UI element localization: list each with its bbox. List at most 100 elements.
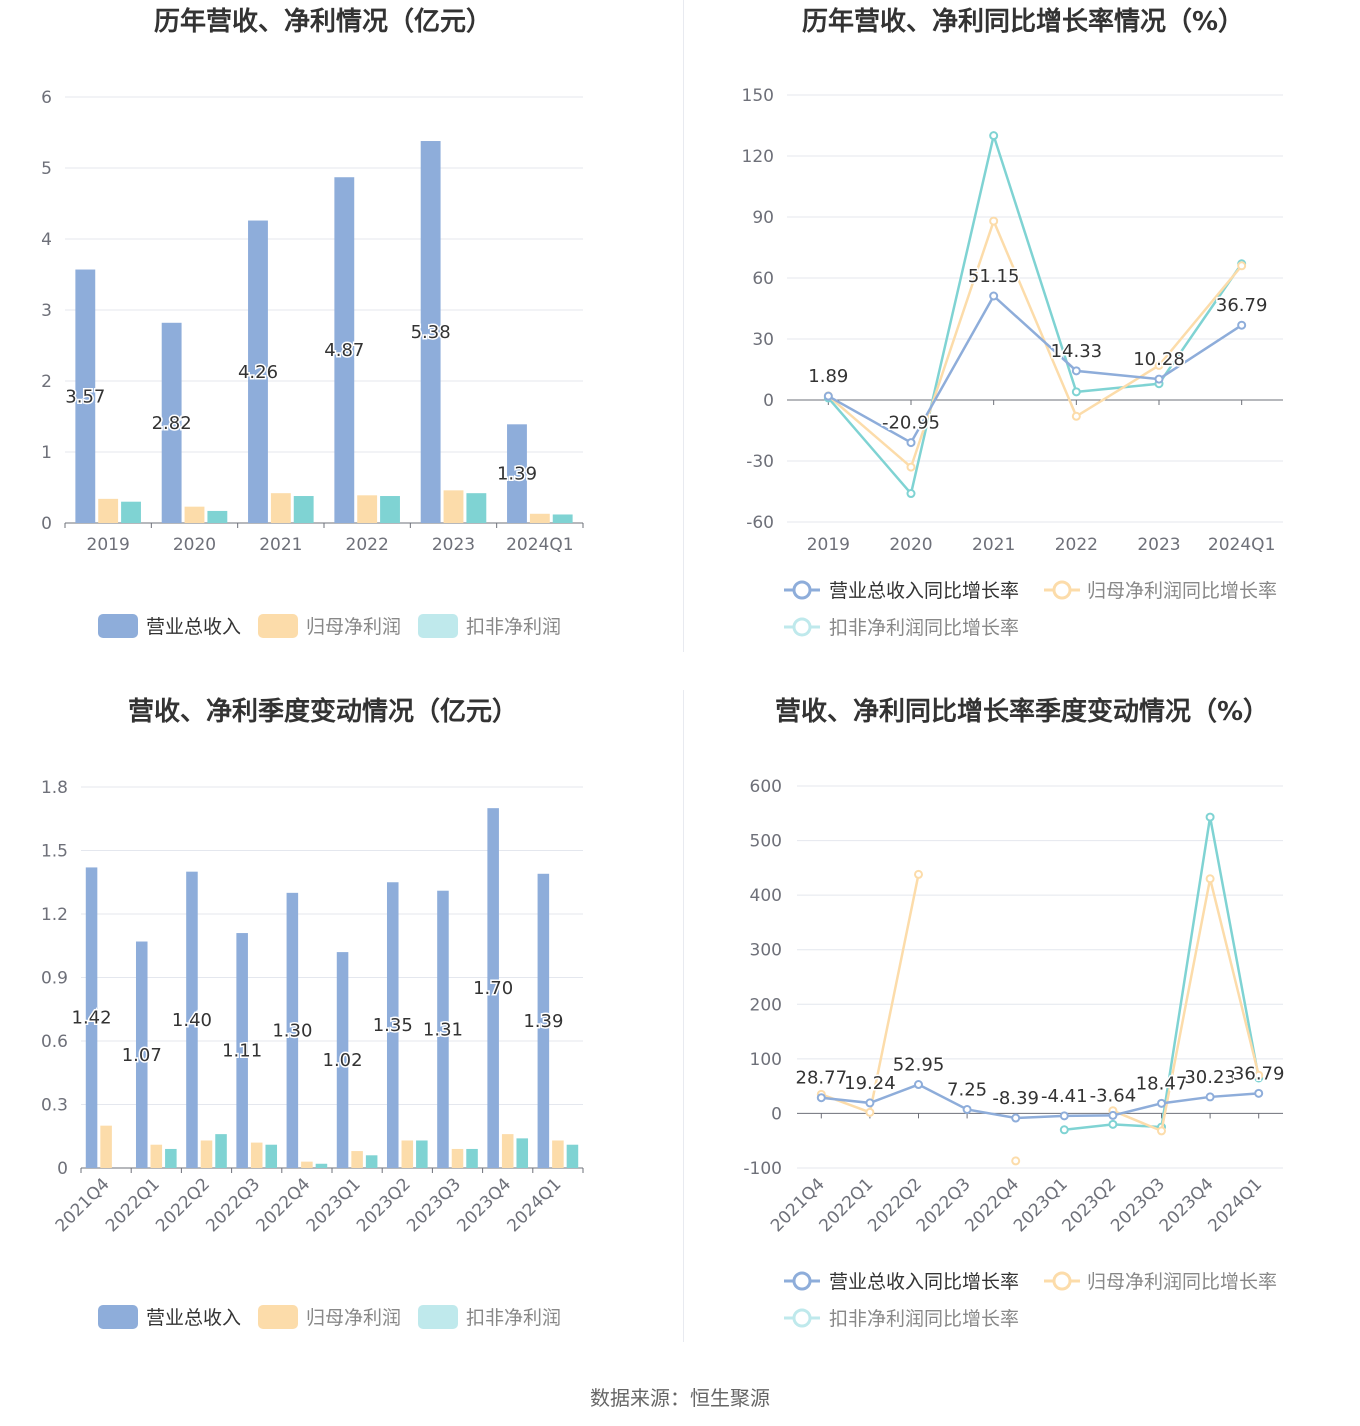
legend-label: 扣非净利润同比增长率 (829, 1308, 1019, 1330)
point-营业总收入同比增长率 (962, 1104, 972, 1114)
quarterly-growth-chart: 营收、净利同比增长率季度变动情况（%） -100 0 100 200 300 400 500 6… (743, 696, 1286, 1330)
point-营业总收入同比增长率 (823, 391, 833, 401)
bar-营业总收入 (420, 141, 441, 523)
point-营业总收入同比增长率 (1059, 1111, 1069, 1121)
point-营业总收入同比增长率 (989, 291, 999, 301)
point-value-label: 7.25 (947, 1079, 987, 1100)
y-tick-label: 1.5 (41, 842, 68, 862)
y-tick-label: 300 (750, 941, 782, 961)
y-tick-label: 5 (41, 159, 52, 179)
quarterly-amount-panel: 营收、净利季度变动情况（亿元） 0 0.3 0.6 0.9 1.2 1.5 1.8 2021Q4… (0, 690, 683, 1350)
bar-扣非净利润 (380, 496, 400, 523)
bar-扣非净利润 (566, 1144, 579, 1168)
point-value-label: 18.47 (1136, 1073, 1188, 1094)
bar-归母净利润 (351, 1151, 363, 1168)
point-value-label: 51.15 (968, 266, 1020, 287)
bar-扣非净利润 (207, 510, 228, 523)
y-tick-label: 0.6 (41, 1032, 68, 1052)
x-tick-label: 2021 (972, 535, 1015, 555)
x-tick-label: 2023Q2 (353, 1174, 415, 1236)
bar-扣非净利润 (265, 1144, 278, 1168)
legend-swatch (98, 1305, 138, 1329)
bar-value-label: 1.02 (323, 1050, 363, 1071)
point-value-label: -4.41 (1041, 1086, 1088, 1107)
bar-营业总收入 (386, 882, 399, 1168)
chart-title: 营收、净利季度变动情况（亿元） (128, 696, 518, 727)
line-营业总收入同比增长率 (827, 294, 1243, 445)
y-tick-label: 1 (41, 443, 52, 463)
y-tick-label: 0.9 (41, 969, 68, 989)
legend-swatch (258, 1305, 298, 1329)
y-tick-label: 1.8 (41, 778, 68, 798)
point-扣非净利润同比增长率 (1071, 387, 1081, 397)
bar-归母净利润 (98, 498, 119, 523)
y-tick-label: -30 (746, 452, 774, 472)
bar-营业总收入 (487, 808, 499, 1168)
point-营业总收入同比增长率 (1237, 320, 1247, 330)
y-tick-label: 400 (750, 886, 782, 906)
y-tick-label: 6 (41, 88, 52, 108)
y-tick-label: 60 (752, 269, 774, 289)
y-tick-label: 150 (742, 86, 774, 106)
bar-value-label: 1.30 (272, 1020, 312, 1041)
bar-扣非净利润 (121, 501, 141, 523)
bar-value-label: 5.38 (411, 322, 451, 343)
bar-扣非净利润 (552, 514, 573, 523)
point-value-label: -20.95 (882, 413, 940, 434)
bar-value-label: 1.31 (423, 1019, 463, 1040)
chart-title: 历年营收、净利同比增长率情况（%） (802, 6, 1244, 37)
bar-扣非净利润 (215, 1134, 227, 1168)
annual-amount-panel: 历年营收、净利情况（亿元） 0 1 2 3 4 5 6 2019 2020 2021 2022 2023… (0, 0, 683, 660)
legend-label: 营业总收入 (146, 1307, 241, 1329)
bar-营业总收入 (75, 269, 96, 523)
point-营业总收入同比增长率 (1011, 1113, 1021, 1123)
y-tick-label: 0 (763, 391, 774, 411)
x-tick-label: 2021 (259, 535, 302, 555)
point-营业总收入同比增长率 (906, 438, 916, 448)
vertical-divider-bottom (683, 690, 684, 1342)
bar-value-label: 4.26 (238, 362, 278, 383)
point-扣非净利润同比增长率 (1205, 812, 1215, 822)
point-营业总收入同比增长率 (1254, 1088, 1264, 1098)
legend-label: 扣非净利润 (466, 1307, 561, 1329)
bar-营业总收入 (161, 322, 182, 523)
bar-扣非净利润 (293, 496, 314, 523)
legend-swatch (418, 614, 458, 638)
legend-marker (792, 1308, 812, 1328)
x-tick-label: 2024Q1 (1208, 535, 1275, 555)
point-营业总收入同比增长率 (865, 1098, 875, 1108)
y-tick-label: 4 (41, 230, 52, 250)
y-tick-label: 30 (752, 330, 774, 350)
bar-扣非净利润 (516, 1138, 529, 1168)
bar-归母净利润 (552, 1140, 564, 1168)
vertical-divider-top (683, 0, 684, 652)
point-value-label: 1.89 (808, 366, 848, 387)
bar-归母净利润 (443, 490, 464, 523)
bar-value-label: 1.35 (373, 1015, 413, 1036)
x-tick-label: 2021Q4 (52, 1174, 114, 1236)
legend-label: 营业总收入 (146, 616, 241, 638)
point-归母净利润同比增长率 (865, 1107, 875, 1117)
point-归母净利润同比增长率 (1011, 1156, 1021, 1166)
x-tick-label: 2023 (432, 535, 475, 555)
point-营业总收入同比增长率 (1154, 374, 1164, 384)
annual-growth-chart: 历年营收、净利同比增长率情况（%） -60 -30 0 30 60 90 120 150 2019… (742, 6, 1283, 639)
x-tick-label: 2022Q1 (102, 1174, 164, 1236)
point-value-label: 10.28 (1133, 349, 1185, 370)
x-tick-label: 2022Q4 (253, 1174, 315, 1236)
bar-value-label: 2.82 (152, 413, 192, 434)
legend-swatch (98, 614, 138, 638)
line-归母净利润同比增长率 (827, 217, 1243, 470)
bar-value-label: 1.39 (523, 1011, 563, 1032)
bar-营业总收入 (135, 941, 148, 1168)
quarterly-growth-panel: 营收、净利同比增长率季度变动情况（%） -100 0 100 200 300 400 500 6… (684, 690, 1360, 1350)
quarterly-amount-chart: 营收、净利季度变动情况（亿元） 0 0.3 0.6 0.9 1.2 1.5 1.8 2021Q4… (41, 696, 584, 1329)
x-tick-label: 2022 (346, 535, 389, 555)
bar-value-label: 1.40 (172, 1010, 212, 1031)
bar-归母净利润 (501, 1134, 514, 1168)
legend-marker (792, 617, 812, 637)
x-tick-label: 2023Q1 (303, 1174, 365, 1236)
x-tick-label: 2023 (1137, 535, 1180, 555)
x-tick-label: 2023Q4 (453, 1174, 515, 1236)
bar-营业总收入 (236, 933, 248, 1168)
